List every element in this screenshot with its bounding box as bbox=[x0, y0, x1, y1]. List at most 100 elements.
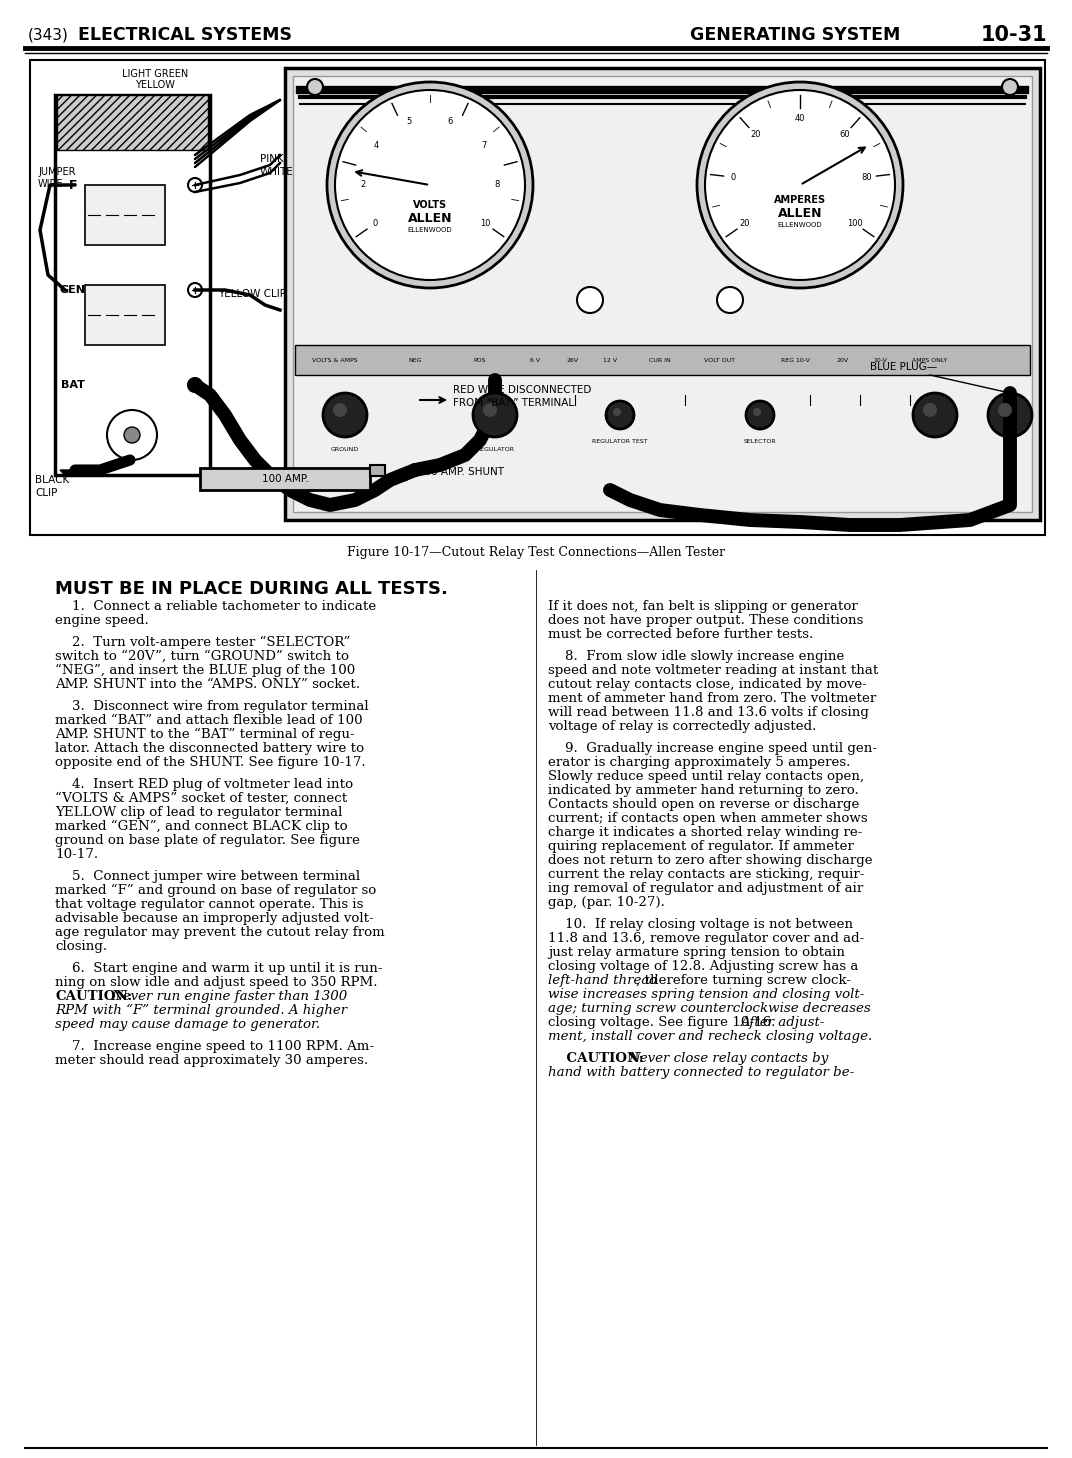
Text: JUMPER: JUMPER bbox=[38, 168, 75, 176]
Text: closing voltage of 12.8. Adjusting screw has a: closing voltage of 12.8. Adjusting screw… bbox=[548, 959, 859, 972]
Text: CAUTION:: CAUTION: bbox=[55, 990, 132, 1003]
Text: GEN: GEN bbox=[60, 284, 86, 295]
Text: 20V: 20V bbox=[837, 357, 849, 363]
Text: 4: 4 bbox=[373, 141, 378, 150]
Circle shape bbox=[188, 178, 202, 192]
Text: 10.  If relay closing voltage is not between: 10. If relay closing voltage is not betw… bbox=[548, 919, 853, 932]
Text: POS: POS bbox=[474, 357, 487, 363]
Text: ment, install cover and recheck closing voltage.: ment, install cover and recheck closing … bbox=[548, 1029, 873, 1042]
Text: opposite end of the SHUNT. See figure 10-17.: opposite end of the SHUNT. See figure 10… bbox=[55, 757, 366, 768]
Polygon shape bbox=[60, 469, 80, 475]
Text: 100: 100 bbox=[847, 219, 863, 227]
Text: ground on base plate of regulator. See figure: ground on base plate of regulator. See f… bbox=[55, 834, 360, 847]
Text: , therefore turning screw clock-: , therefore turning screw clock- bbox=[636, 974, 851, 987]
Circle shape bbox=[998, 402, 1012, 417]
Text: 8: 8 bbox=[494, 179, 500, 188]
Text: REGULATOR TEST: REGULATOR TEST bbox=[592, 439, 647, 445]
Text: that voltage regulator cannot operate. This is: that voltage regulator cannot operate. T… bbox=[55, 898, 363, 911]
Text: (343): (343) bbox=[28, 28, 69, 42]
Bar bbox=[85, 185, 165, 245]
Text: closing voltage. See figure 10-16.: closing voltage. See figure 10-16. bbox=[548, 1016, 779, 1029]
Text: cutout relay contacts close, indicated by move-: cutout relay contacts close, indicated b… bbox=[548, 678, 867, 691]
Text: BLUE PLUG—: BLUE PLUG— bbox=[870, 362, 937, 372]
Text: CLIP: CLIP bbox=[35, 488, 58, 499]
Circle shape bbox=[1002, 79, 1018, 95]
Circle shape bbox=[307, 79, 323, 95]
Text: ALLEN: ALLEN bbox=[407, 211, 452, 225]
Text: gap, (par. 10-27).: gap, (par. 10-27). bbox=[548, 897, 665, 908]
Text: If it does not, fan belt is slipping or generator: If it does not, fan belt is slipping or … bbox=[548, 601, 858, 612]
Circle shape bbox=[923, 402, 937, 417]
Bar bbox=[55, 95, 210, 475]
Circle shape bbox=[913, 394, 957, 437]
Text: Figure 10-17—Cutout Relay Test Connections—Allen Tester: Figure 10-17—Cutout Relay Test Connectio… bbox=[347, 545, 725, 558]
Circle shape bbox=[697, 82, 903, 289]
Bar bbox=[370, 465, 385, 475]
Text: GENERATING SYSTEM: GENERATING SYSTEM bbox=[690, 26, 900, 44]
Circle shape bbox=[124, 427, 140, 443]
Text: Never close relay contacts by: Never close relay contacts by bbox=[628, 1053, 829, 1064]
Text: 5.  Connect jumper wire between terminal: 5. Connect jumper wire between terminal bbox=[55, 870, 360, 884]
Bar bbox=[295, 346, 1030, 375]
Text: ing removal of regulator and adjustment of air: ing removal of regulator and adjustment … bbox=[548, 882, 863, 895]
Circle shape bbox=[473, 394, 517, 437]
Text: left-hand thread: left-hand thread bbox=[548, 974, 658, 987]
Text: RED WIRE DISCONNECTED: RED WIRE DISCONNECTED bbox=[453, 385, 592, 395]
Text: GROUND: GROUND bbox=[331, 448, 359, 452]
Circle shape bbox=[483, 402, 497, 417]
Text: BAT: BAT bbox=[61, 381, 85, 389]
Text: 6 V: 6 V bbox=[530, 357, 540, 363]
Text: WHITE: WHITE bbox=[260, 168, 294, 176]
Text: BLACK: BLACK bbox=[35, 475, 70, 486]
Text: 9.  Gradually increase engine speed until gen-: 9. Gradually increase engine speed until… bbox=[548, 742, 877, 755]
Text: AMPS ONLY: AMPS ONLY bbox=[912, 357, 948, 363]
Text: just relay armature spring tension to obtain: just relay armature spring tension to ob… bbox=[548, 946, 845, 959]
Circle shape bbox=[705, 90, 895, 280]
Text: VOLTS & AMPS: VOLTS & AMPS bbox=[312, 357, 358, 363]
Bar bbox=[285, 69, 1040, 521]
Text: REGULATOR: REGULATOR bbox=[476, 448, 513, 452]
Text: VOLT OUT: VOLT OUT bbox=[704, 357, 735, 363]
Text: “NEG”, and insert the BLUE plug of the 100: “NEG”, and insert the BLUE plug of the 1… bbox=[55, 663, 355, 677]
Text: REG 10-V: REG 10-V bbox=[780, 357, 809, 363]
Circle shape bbox=[746, 401, 774, 429]
Text: voltage of relay is correctedly adjusted.: voltage of relay is correctedly adjusted… bbox=[548, 720, 817, 733]
Text: will read between 11.8 and 13.6 volts if closing: will read between 11.8 and 13.6 volts if… bbox=[548, 706, 869, 719]
Text: 10-31: 10-31 bbox=[981, 25, 1047, 45]
Bar bbox=[293, 76, 1032, 512]
Text: CAUTION:: CAUTION: bbox=[548, 1053, 644, 1064]
Circle shape bbox=[717, 287, 743, 313]
Circle shape bbox=[323, 394, 367, 437]
Text: 12 V: 12 V bbox=[602, 357, 617, 363]
Text: VOLTS: VOLTS bbox=[413, 200, 447, 210]
Text: 20: 20 bbox=[740, 219, 750, 227]
Text: 5: 5 bbox=[407, 117, 412, 125]
Text: ELLENWOOD: ELLENWOOD bbox=[407, 227, 452, 233]
Text: 6.  Start engine and warm it up until it is run-: 6. Start engine and warm it up until it … bbox=[55, 962, 383, 975]
Text: 0: 0 bbox=[372, 219, 377, 227]
Text: indicated by ammeter hand returning to zero.: indicated by ammeter hand returning to z… bbox=[548, 784, 859, 798]
Text: charge it indicates a shorted relay winding re-: charge it indicates a shorted relay wind… bbox=[548, 827, 862, 838]
Circle shape bbox=[753, 408, 761, 416]
Text: closing.: closing. bbox=[55, 940, 107, 954]
Circle shape bbox=[188, 283, 202, 297]
Text: 8.  From slow idle slowly increase engine: 8. From slow idle slowly increase engine bbox=[548, 650, 845, 663]
Text: 7.  Increase engine speed to 1100 RPM. Am-: 7. Increase engine speed to 1100 RPM. Am… bbox=[55, 1040, 374, 1053]
Text: ELECTRICAL SYSTEMS: ELECTRICAL SYSTEMS bbox=[78, 26, 292, 44]
Circle shape bbox=[107, 410, 157, 461]
Text: meter should read approximately 30 amperes.: meter should read approximately 30 amper… bbox=[55, 1054, 368, 1067]
Bar bbox=[30, 60, 1045, 535]
Text: AMP. SHUNT into the “AMPS. ONLY” socket.: AMP. SHUNT into the “AMPS. ONLY” socket. bbox=[55, 678, 360, 691]
Text: ning on slow idle and adjust speed to 350 RPM.: ning on slow idle and adjust speed to 35… bbox=[55, 975, 377, 989]
Text: Slowly reduce speed until relay contacts open,: Slowly reduce speed until relay contacts… bbox=[548, 770, 864, 783]
Text: RPM with “F” terminal grounded. A higher: RPM with “F” terminal grounded. A higher bbox=[55, 1005, 347, 1018]
Text: ALLEN: ALLEN bbox=[778, 207, 822, 220]
Text: 4.  Insert RED plug of voltmeter lead into: 4. Insert RED plug of voltmeter lead int… bbox=[55, 779, 353, 792]
Text: ELLENWOOD: ELLENWOOD bbox=[777, 222, 822, 227]
Circle shape bbox=[606, 401, 634, 429]
Text: marked “GEN”, and connect BLACK clip to: marked “GEN”, and connect BLACK clip to bbox=[55, 819, 347, 833]
Text: “VOLTS & AMPS” socket of tester, connect: “VOLTS & AMPS” socket of tester, connect bbox=[55, 792, 347, 805]
Text: 20: 20 bbox=[750, 130, 761, 140]
Circle shape bbox=[188, 378, 202, 392]
Text: does not return to zero after showing discharge: does not return to zero after showing di… bbox=[548, 854, 873, 868]
